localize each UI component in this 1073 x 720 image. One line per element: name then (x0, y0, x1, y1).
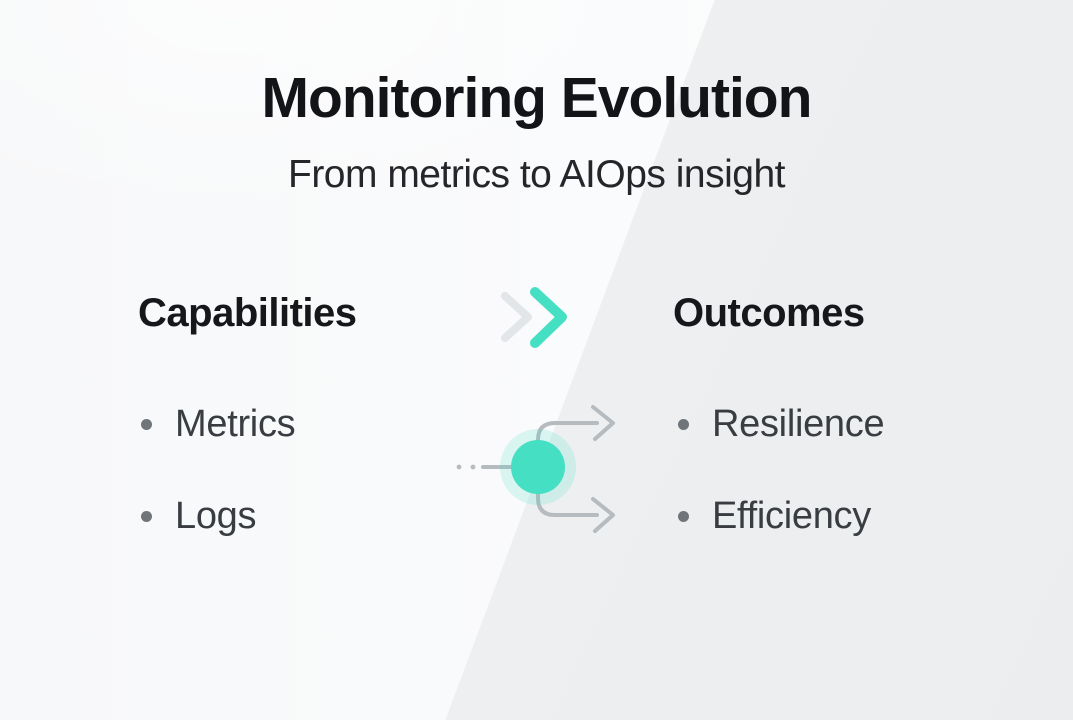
outcome-item-label: Resilience (712, 402, 885, 445)
outcome-item-label: Efficiency (712, 494, 871, 537)
fan-out-branch-icon (456, 405, 615, 533)
node-circle (511, 440, 565, 494)
list-item: Efficiency (678, 491, 871, 541)
list-item: Metrics (141, 399, 296, 449)
capabilities-heading: Capabilities (138, 291, 357, 335)
input-dot-icon (470, 464, 476, 470)
bullet-dot (141, 510, 152, 522)
slide-title: Monitoring Evolution (261, 66, 813, 130)
list-item: Resilience (678, 399, 885, 449)
bullet-dot (678, 510, 689, 522)
double-chevron-right-icon (501, 287, 567, 348)
arrowhead-down-icon (591, 497, 615, 533)
chevron-back-icon (501, 292, 532, 342)
capability-item-label: Logs (175, 494, 257, 537)
input-dot-icon (456, 464, 462, 470)
slide-subtitle: From metrics to AIOps insight (288, 153, 785, 196)
arrowhead-up-icon (591, 405, 615, 441)
branch-path-up (536, 421, 599, 469)
list-item: Logs (141, 491, 257, 541)
outcomes-heading: Outcomes (673, 291, 865, 335)
branch-path-down (536, 465, 599, 517)
bullet-dot (141, 418, 152, 430)
chevron-front-icon (530, 287, 567, 348)
bullet-dot (678, 418, 689, 430)
capability-item-label: Metrics (175, 402, 296, 445)
